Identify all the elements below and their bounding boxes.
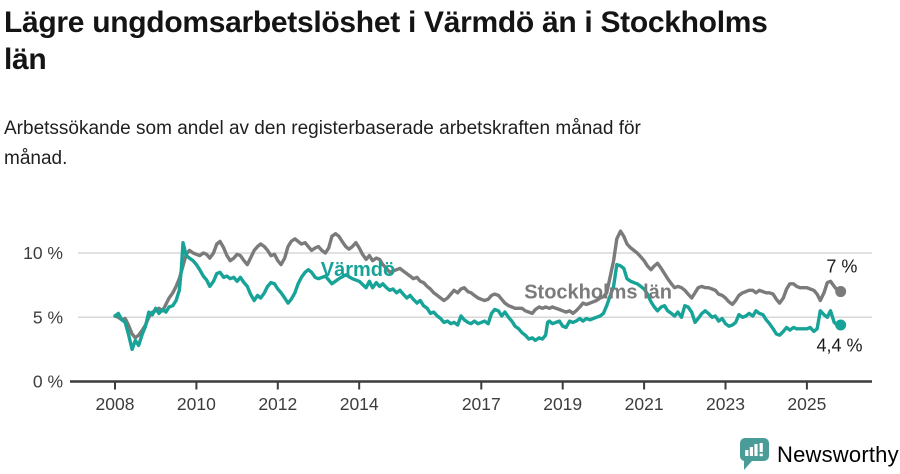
x-tick-label-2012: 2012 bbox=[258, 394, 297, 414]
newsworthy-logo: Newsworthy bbox=[740, 438, 899, 471]
x-tick-label-2021: 2021 bbox=[625, 394, 664, 414]
x-tick-label-2017: 2017 bbox=[462, 394, 501, 414]
chart-subtitle-line-1: Arbetssökande som andel av den registerb… bbox=[4, 118, 641, 139]
end-value-label-4-4-: 4,4 % bbox=[816, 335, 862, 355]
chart-subtitle-line-2: månad. bbox=[4, 148, 68, 169]
series-end-dot-varmdo bbox=[835, 319, 847, 331]
logo-bar-3 bbox=[754, 444, 758, 456]
newsworthy-logo-icon bbox=[740, 438, 769, 470]
end-value-label-7-: 7 % bbox=[826, 256, 857, 276]
logo-exclamation-dot bbox=[759, 453, 763, 457]
x-tick-label-2023: 2023 bbox=[706, 394, 745, 414]
series-line-stockholms-lan bbox=[113, 229, 843, 340]
chart-title-line-2: län bbox=[4, 43, 47, 76]
x-tick-label-2014: 2014 bbox=[340, 394, 379, 414]
x-tick-label-2025: 2025 bbox=[787, 394, 826, 414]
series-line-varmdo bbox=[113, 240, 843, 352]
logo-bar-2 bbox=[749, 447, 753, 456]
chart-title: Lägre ungdomsarbetslöshet i Värmdö än i … bbox=[4, 4, 894, 78]
chart-subtitle: Arbetssökande som andel av den registerb… bbox=[4, 114, 864, 174]
series-end-dot-stockholms-lan bbox=[835, 286, 847, 298]
chart-title-line-1: Lägre ungdomsarbetslöshet i Värmdö än i … bbox=[4, 6, 768, 39]
logo-bar-1 bbox=[745, 450, 749, 456]
series-label-stockholms-lan: Stockholms län bbox=[524, 282, 672, 304]
y-tick-label-0: 0 % bbox=[33, 372, 63, 392]
x-tick-label-2010: 2010 bbox=[177, 394, 216, 414]
series-label-varmdo: Värmdö bbox=[321, 259, 395, 281]
x-tick-label-2019: 2019 bbox=[543, 394, 582, 414]
y-tick-label-5: 5 % bbox=[33, 307, 63, 327]
y-tick-label-10: 10 % bbox=[23, 243, 63, 263]
logo-exclamation-stem bbox=[759, 443, 763, 452]
x-tick-label-2008: 2008 bbox=[96, 394, 135, 414]
newsworthy-logo-text: Newsworthy bbox=[777, 441, 899, 467]
